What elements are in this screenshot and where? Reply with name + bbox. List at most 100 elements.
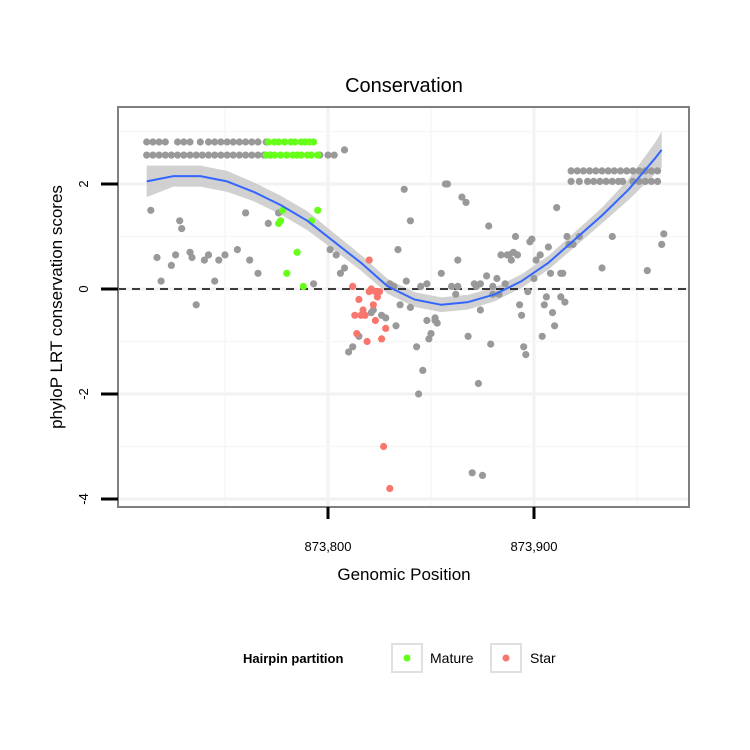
point-other-43 bbox=[147, 206, 155, 214]
point-other-75 bbox=[382, 314, 390, 322]
point-mature-20 bbox=[314, 151, 322, 159]
point-other-95 bbox=[433, 319, 441, 327]
point-star-2 bbox=[353, 330, 361, 338]
point-star-6 bbox=[361, 311, 369, 319]
point-other-57 bbox=[221, 251, 229, 259]
axes: 873,800 873,900 -4 -2 0 2 bbox=[76, 180, 558, 554]
point-other-144 bbox=[551, 322, 559, 330]
point-other-118 bbox=[493, 274, 501, 283]
point-other-69 bbox=[345, 348, 353, 356]
point-other-131 bbox=[522, 351, 530, 359]
point-other-80 bbox=[396, 301, 404, 309]
point-other-7 bbox=[196, 138, 204, 146]
point-other-18 bbox=[143, 151, 151, 159]
point-mature-0 bbox=[264, 138, 272, 146]
panel-border bbox=[117, 106, 690, 508]
point-other-172 bbox=[647, 167, 656, 175]
point-other-87 bbox=[417, 282, 425, 290]
point-star-11 bbox=[369, 301, 377, 309]
point-other-12 bbox=[229, 138, 237, 146]
point-other-111 bbox=[476, 280, 484, 288]
smooth-line bbox=[146, 149, 663, 306]
point-other-110 bbox=[476, 306, 484, 314]
point-other-9 bbox=[211, 138, 219, 146]
point-other-22 bbox=[167, 151, 175, 159]
point-other-58 bbox=[233, 246, 241, 254]
point-other-41 bbox=[330, 151, 338, 159]
point-star-3 bbox=[355, 295, 363, 304]
point-other-127 bbox=[513, 251, 522, 259]
point-other-4 bbox=[174, 138, 182, 146]
point-other-48 bbox=[176, 217, 184, 225]
point-other-56 bbox=[215, 256, 223, 264]
point-mature-14 bbox=[283, 151, 291, 159]
point-other-73 bbox=[369, 306, 377, 314]
point-other-164 bbox=[598, 167, 606, 175]
point-other-2 bbox=[155, 138, 163, 146]
point-other-11 bbox=[223, 138, 231, 146]
point-other-177 bbox=[590, 177, 598, 185]
point-star-8 bbox=[365, 256, 373, 264]
point-mature-28 bbox=[314, 206, 322, 214]
point-other-170 bbox=[635, 167, 643, 175]
point-other-53 bbox=[200, 256, 208, 264]
point-other-104 bbox=[462, 198, 470, 206]
x-tick-label-0: 873,800 bbox=[305, 539, 352, 554]
point-other-34 bbox=[242, 151, 250, 159]
point-other-178 bbox=[596, 177, 604, 185]
point-other-126 bbox=[511, 232, 520, 241]
point-other-68 bbox=[340, 264, 349, 272]
point-other-103 bbox=[458, 193, 466, 201]
point-other-26 bbox=[192, 151, 200, 159]
point-other-51 bbox=[188, 253, 196, 262]
smooth-layer bbox=[146, 149, 663, 306]
point-other-124 bbox=[507, 256, 515, 264]
point-other-31 bbox=[223, 151, 231, 159]
point-other-169 bbox=[629, 167, 637, 175]
point-other-121 bbox=[501, 280, 509, 288]
point-other-3 bbox=[161, 138, 169, 146]
point-other-139 bbox=[540, 301, 548, 309]
point-other-187 bbox=[654, 177, 662, 185]
point-mature-17 bbox=[297, 151, 305, 159]
point-other-65 bbox=[326, 246, 334, 254]
point-star-18 bbox=[382, 324, 390, 332]
point-other-109 bbox=[474, 379, 482, 388]
point-other-161 bbox=[579, 167, 588, 175]
point-other-5 bbox=[180, 138, 188, 146]
point-other-145 bbox=[553, 204, 561, 212]
chart-title: Conservation bbox=[345, 75, 463, 97]
point-other-156 bbox=[643, 267, 651, 275]
point-other-92 bbox=[427, 330, 435, 338]
point-other-23 bbox=[174, 151, 182, 159]
point-other-59 bbox=[242, 209, 250, 217]
point-other-128 bbox=[516, 301, 524, 309]
point-other-13 bbox=[235, 138, 243, 146]
point-other-138 bbox=[538, 332, 546, 340]
point-other-46 bbox=[167, 261, 175, 269]
point-other-1 bbox=[149, 138, 157, 146]
y-tick-label-0: -4 bbox=[76, 493, 91, 505]
point-other-15 bbox=[248, 138, 256, 146]
point-other-25 bbox=[186, 151, 194, 159]
point-other-132 bbox=[524, 288, 532, 296]
point-other-10 bbox=[217, 138, 225, 146]
point-other-112 bbox=[478, 471, 487, 479]
point-other-106 bbox=[468, 469, 476, 477]
point-other-163 bbox=[592, 167, 600, 175]
point-other-167 bbox=[616, 167, 625, 175]
point-other-45 bbox=[157, 277, 165, 285]
point-other-159 bbox=[567, 167, 575, 175]
point-other-154 bbox=[598, 264, 606, 272]
point-other-28 bbox=[204, 151, 213, 159]
point-other-148 bbox=[559, 269, 567, 277]
point-other-32 bbox=[229, 151, 237, 159]
y-axis-title: phyloP LRT conservation scores bbox=[47, 185, 66, 429]
point-other-66 bbox=[332, 251, 340, 259]
point-other-137 bbox=[536, 251, 544, 259]
point-other-54 bbox=[204, 251, 213, 259]
point-other-84 bbox=[406, 217, 414, 225]
point-other-115 bbox=[487, 340, 495, 348]
point-star-0 bbox=[349, 282, 357, 290]
